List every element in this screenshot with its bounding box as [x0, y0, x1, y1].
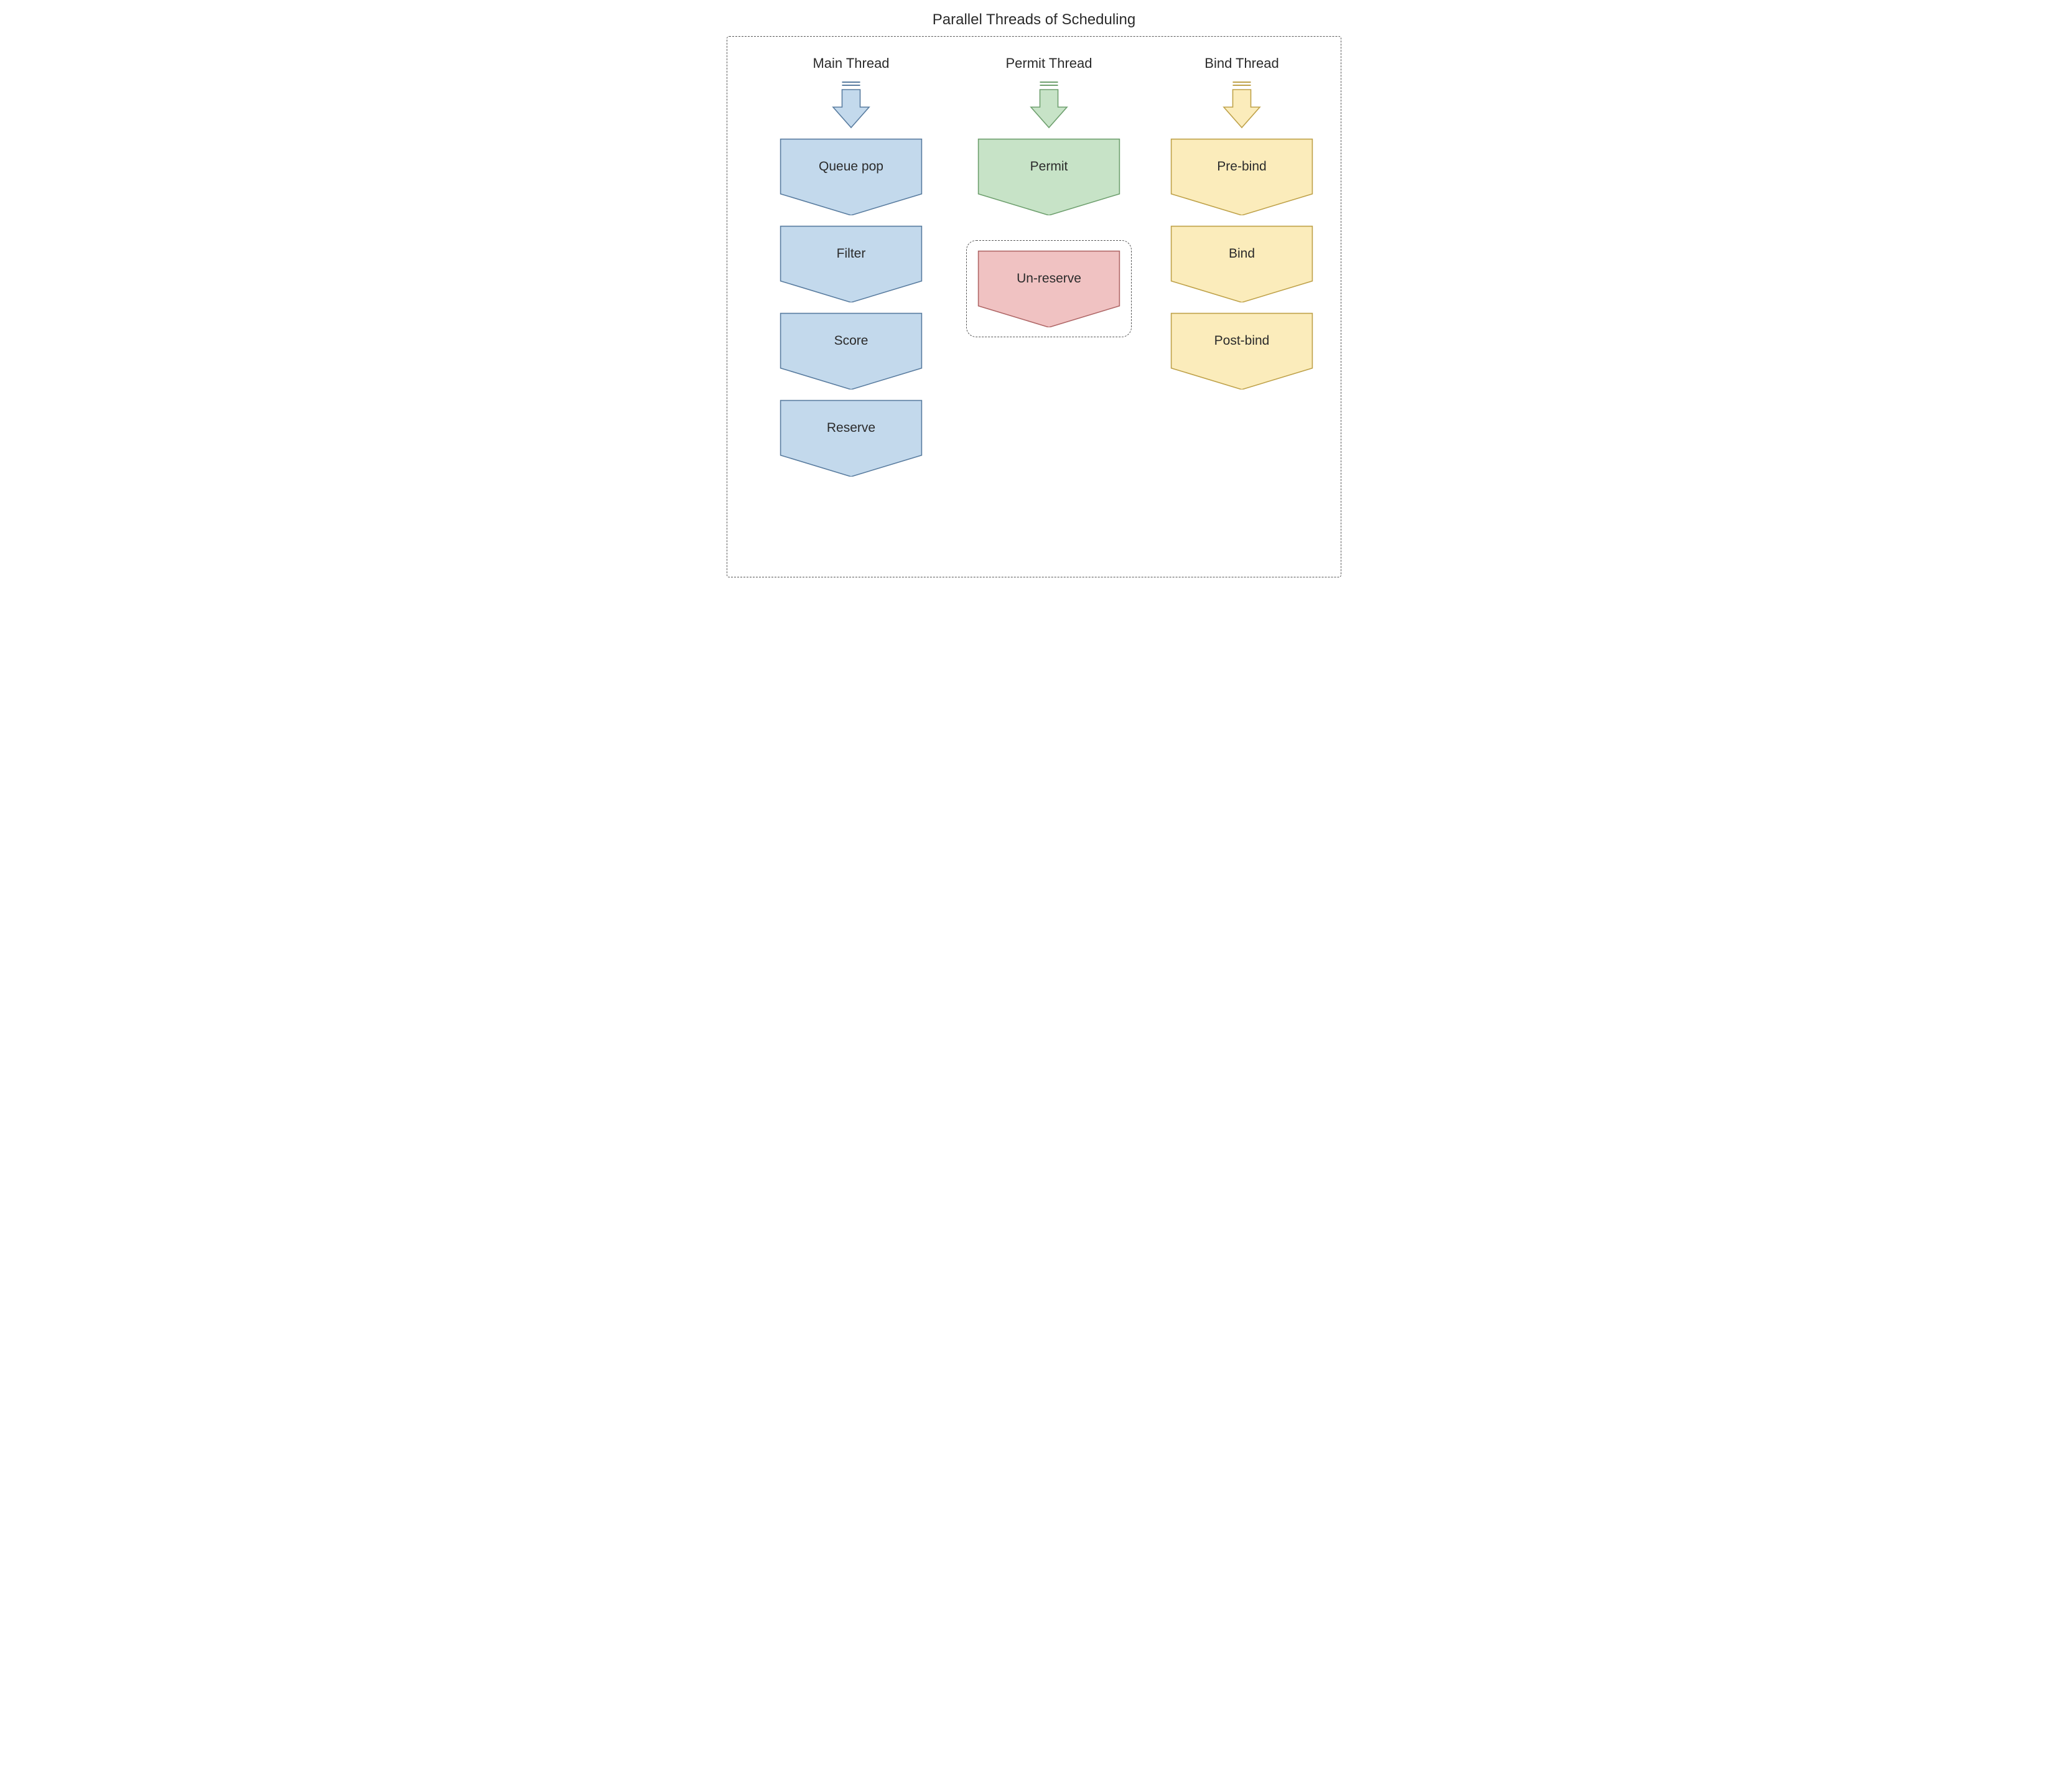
- step-label-main-3: Reserve: [780, 421, 923, 436]
- step-label-main-2: Score: [780, 334, 923, 348]
- arrow-permit: [1028, 81, 1069, 133]
- step-label-bind-2: Post-bind: [1170, 334, 1313, 348]
- step-label-bind-1: Bind: [1170, 246, 1313, 261]
- step-bind-1: [1170, 225, 1313, 306]
- arrow-bind: [1221, 81, 1262, 133]
- thread-label-main: Main Thread: [758, 55, 944, 72]
- step-label-unreserve: Un-reserve: [977, 271, 1120, 286]
- step-label-main-0: Queue pop: [780, 159, 923, 174]
- step-bind-0: [1170, 138, 1313, 218]
- thread-label-permit: Permit Thread: [956, 55, 1142, 72]
- step-permit-0: [977, 138, 1120, 218]
- step-main-3: [780, 399, 923, 480]
- step-label-permit-0: Permit: [977, 159, 1120, 174]
- step-main-0: [780, 138, 923, 218]
- arrow-main: [831, 81, 872, 133]
- step-label-bind-0: Pre-bind: [1170, 159, 1313, 174]
- step-main-2: [780, 312, 923, 393]
- diagram-canvas: Parallel Threads of Scheduling Main Thre…: [689, 0, 1379, 597]
- step-bind-2: [1170, 312, 1313, 393]
- step-unreserve: [977, 250, 1120, 330]
- step-main-1: [780, 225, 923, 306]
- thread-label-bind: Bind Thread: [1148, 55, 1335, 72]
- step-label-main-1: Filter: [780, 246, 923, 261]
- diagram-title: Parallel Threads of Scheduling: [689, 11, 1379, 29]
